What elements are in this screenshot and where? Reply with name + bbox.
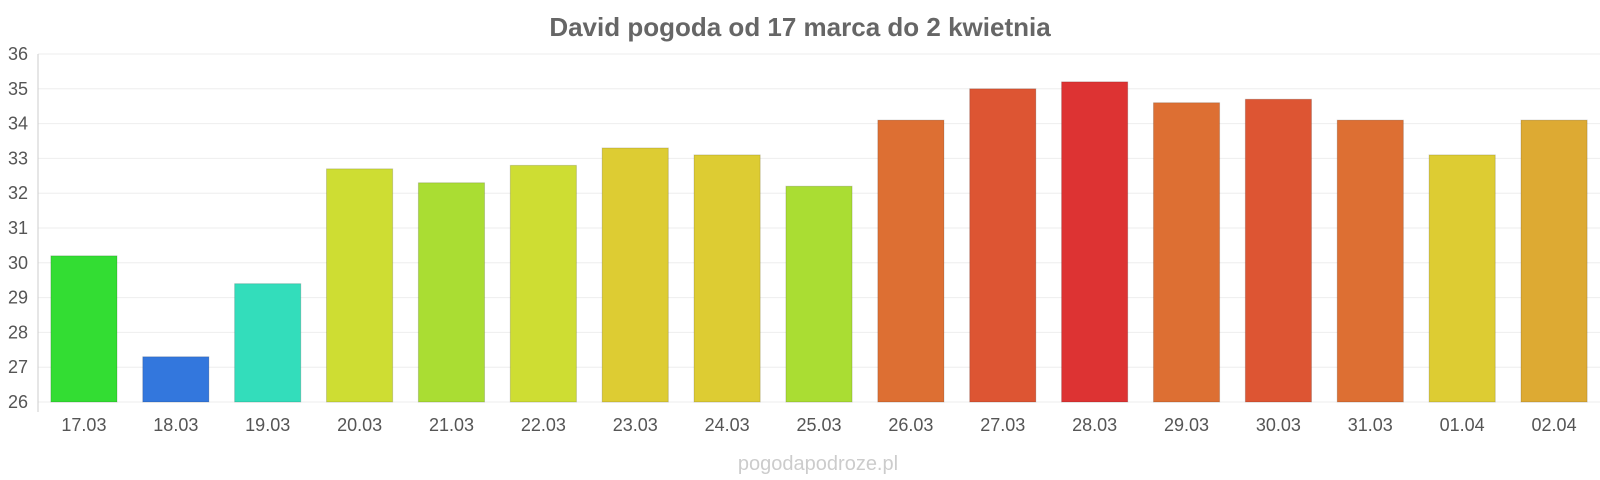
y-tick-label: 34 xyxy=(8,114,28,134)
bar-20.03 xyxy=(326,168,394,403)
bar-26.03 xyxy=(877,119,945,403)
bar-22.03 xyxy=(509,164,577,403)
y-tick-label: 31 xyxy=(8,218,28,238)
chart-title: David pogoda od 17 marca do 2 kwietnia xyxy=(549,12,1051,42)
bar-31.03 xyxy=(1336,119,1404,403)
y-tick-label: 32 xyxy=(8,183,28,203)
bar-18.03 xyxy=(142,356,210,403)
bar-17.03 xyxy=(50,255,118,403)
y-tick-label: 33 xyxy=(8,148,28,168)
y-tick-label: 35 xyxy=(8,79,28,99)
x-tick-label: 19.03 xyxy=(245,415,290,435)
bar-27.03 xyxy=(969,88,1037,403)
x-tick-label: 31.03 xyxy=(1348,415,1393,435)
x-tick-label: 23.03 xyxy=(613,415,658,435)
y-tick-label: 36 xyxy=(8,44,28,64)
x-tick-label: 26.03 xyxy=(888,415,933,435)
x-tick-label: 20.03 xyxy=(337,415,382,435)
y-tick-label: 30 xyxy=(8,253,28,273)
bar-19.03 xyxy=(234,283,302,403)
bars xyxy=(50,81,1588,403)
x-tick-label: 28.03 xyxy=(1072,415,1117,435)
bar-21.03 xyxy=(417,182,486,403)
bar-24.03 xyxy=(693,154,761,403)
y-tick-label: 28 xyxy=(8,322,28,342)
x-tick-label: 25.03 xyxy=(796,415,841,435)
y-tick-label: 27 xyxy=(8,357,28,377)
x-tick-label: 02.04 xyxy=(1532,415,1577,435)
bar-23.03 xyxy=(601,147,669,403)
bar-01.04 xyxy=(1428,154,1496,403)
watermark: pogodapodroze.pl xyxy=(738,453,898,475)
x-tick-label: 24.03 xyxy=(705,415,750,435)
x-axis: 17.03 18.03 19.03 20.03 21.03 22.03 23.03 24.03… xyxy=(61,415,1576,435)
y-axis: 26 27 28 29 30 31 32 33 34 35 36 xyxy=(8,44,39,412)
bar-30.03 xyxy=(1244,98,1312,403)
bar-25.03 xyxy=(785,185,853,403)
x-tick-label: 18.03 xyxy=(153,415,198,435)
x-tick-label: 01.04 xyxy=(1440,415,1485,435)
bar-02.04 xyxy=(1520,119,1588,403)
x-tick-label: 27.03 xyxy=(980,415,1025,435)
x-tick-label: 21.03 xyxy=(429,415,474,435)
bar-29.03 xyxy=(1152,102,1221,403)
bar-28.03 xyxy=(1061,81,1129,403)
y-tick-label: 29 xyxy=(8,288,28,308)
x-tick-label: 22.03 xyxy=(521,415,566,435)
y-tick-label: 26 xyxy=(8,392,28,412)
x-tick-label: 29.03 xyxy=(1164,415,1209,435)
x-tick-label: 30.03 xyxy=(1256,415,1301,435)
x-tick-label: 17.03 xyxy=(61,415,106,435)
